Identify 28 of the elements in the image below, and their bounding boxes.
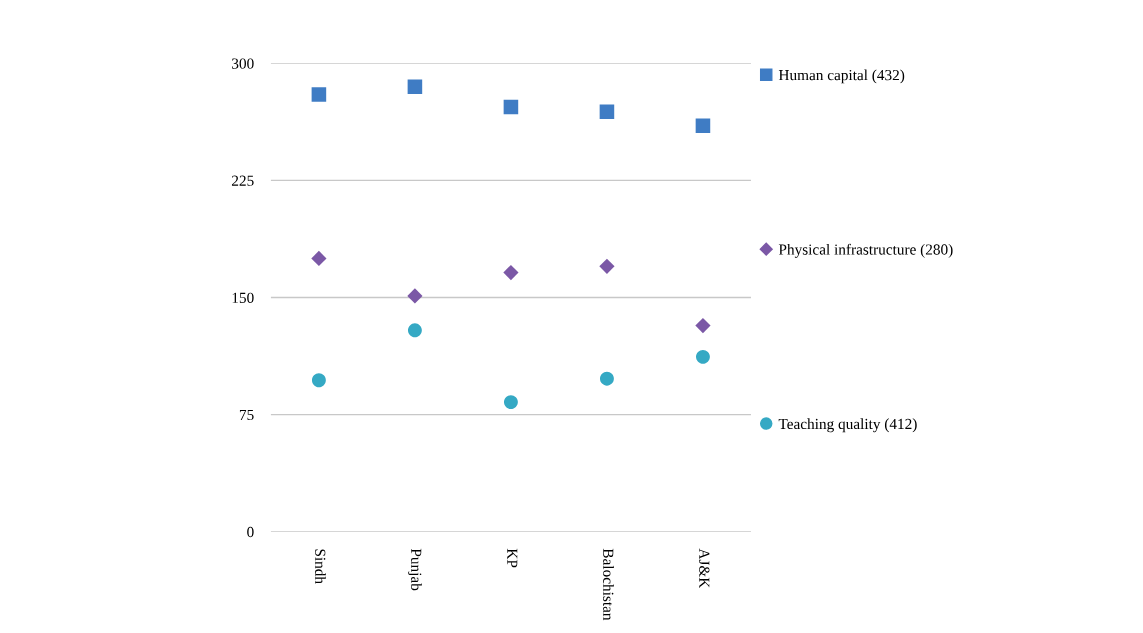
y-tick-label: 0	[247, 526, 254, 538]
point	[696, 349, 710, 364]
point	[695, 118, 711, 134]
point	[407, 79, 423, 94]
legend-label: Human capital (432)	[778, 69, 905, 84]
point	[407, 323, 422, 338]
point	[503, 395, 518, 410]
y-tick-label: 150	[232, 292, 254, 303]
x-tick-label: Sindh	[315, 549, 326, 584]
y-tick-label: 225	[231, 175, 254, 186]
y-tick-label: 300	[232, 58, 254, 69]
point	[311, 87, 327, 102]
legend-label: Teaching quality (412)	[778, 418, 917, 433]
x-tick-label: AJ&K	[699, 548, 710, 589]
point	[599, 258, 615, 274]
point	[695, 318, 711, 334]
point	[599, 104, 615, 119]
legend-label: Physical infrastructure (280)	[778, 243, 953, 258]
point	[599, 371, 614, 386]
point	[503, 99, 519, 115]
x-tick-label: Punjab	[407, 548, 422, 591]
point	[407, 288, 423, 304]
x-tick-label: KP	[507, 548, 518, 568]
x-tick-label: Balochistan	[603, 548, 614, 621]
y-tick-label: 75	[239, 409, 254, 421]
point	[503, 264, 519, 281]
point	[311, 373, 326, 388]
point	[311, 250, 327, 267]
